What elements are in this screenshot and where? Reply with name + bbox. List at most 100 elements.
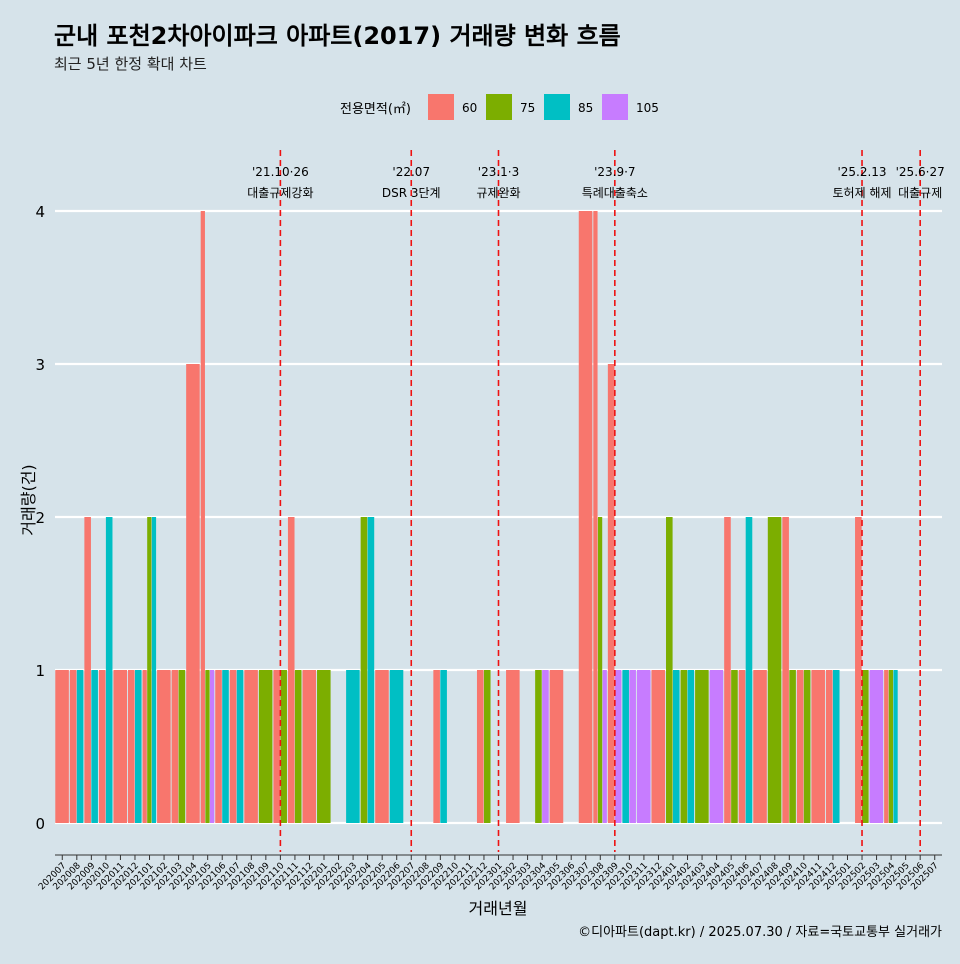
bar-202007-60 xyxy=(55,670,69,823)
bar-202405-60 xyxy=(724,517,731,823)
bar-202310-85 xyxy=(622,670,629,823)
bar-202203-85 xyxy=(346,670,360,823)
event-date-202301: '23.1·3 xyxy=(478,165,519,179)
bar-202404-105 xyxy=(709,670,724,823)
legend-label-60: 60 xyxy=(462,101,477,115)
y-tick-label-0: 0 xyxy=(35,815,45,833)
bar-202009-85 xyxy=(91,670,98,823)
bar-202311-105 xyxy=(636,670,651,823)
bar-202406-85 xyxy=(745,517,753,823)
bar-202106-60 xyxy=(215,670,222,823)
bar-202109-75 xyxy=(258,670,273,823)
bar-202408-75 xyxy=(767,517,782,823)
event-date-202309: '23.9·7 xyxy=(594,165,635,179)
bar-202409-60 xyxy=(782,517,789,823)
bar-202402-85 xyxy=(687,670,695,823)
event-label-202502: 토허제 해제 xyxy=(833,186,892,200)
event-date-202502: '25.2.13 xyxy=(837,165,886,179)
bar-202012-60 xyxy=(127,670,135,823)
event-date-202207: '22.07 xyxy=(392,165,430,179)
y-tick-label-2: 2 xyxy=(35,509,45,527)
bar-202212-75 xyxy=(483,670,491,823)
bar-202110-60 xyxy=(273,670,280,823)
chart-subtitle: 최근 5년 한정 확대 차트 xyxy=(54,55,207,73)
bar-202411-60 xyxy=(811,670,825,823)
bar-202101-60 xyxy=(142,670,147,823)
bar-202110-75 xyxy=(280,670,287,823)
bar-202406-60 xyxy=(738,670,746,823)
bar-202204-85 xyxy=(367,517,375,823)
bar-202302-60 xyxy=(506,670,520,823)
bar-202502-75 xyxy=(862,670,869,823)
bar-202412-85 xyxy=(832,670,840,823)
bar-202504-60 xyxy=(884,670,889,823)
bar-202106-85 xyxy=(222,670,229,823)
bar-202101-85 xyxy=(151,517,157,823)
bar-202103-60 xyxy=(171,670,179,823)
bar-202206-85 xyxy=(389,670,404,823)
bar-202401-75 xyxy=(666,517,673,823)
bar-202309-60 xyxy=(607,364,615,823)
bar-202304-105 xyxy=(542,670,549,823)
bar-202407-60 xyxy=(753,670,767,823)
bar-202403-75 xyxy=(695,670,709,823)
bar-202402-75 xyxy=(680,670,688,823)
event-date-202110: '21.10·26 xyxy=(252,165,309,179)
bar-202102-60 xyxy=(157,670,171,823)
bar-202212-60 xyxy=(476,670,484,823)
bar-202009-60 xyxy=(84,517,91,823)
bar-202504-75 xyxy=(888,670,894,823)
y-tick-label-3: 3 xyxy=(35,356,45,374)
bar-202504-85 xyxy=(893,670,898,823)
bar-202310-105 xyxy=(629,670,636,823)
chart-title: 군내 포천2차아이파크 아파트(2017) 거래량 변화 흐름 xyxy=(54,22,621,50)
bar-202010-60 xyxy=(98,670,106,823)
bar-202305-60 xyxy=(549,670,564,823)
events-layer: '21.10·26 대출규제강화 '22.07 DSR 3단계 '23.1·3 규제완화 '… xyxy=(247,150,945,852)
bar-202011-60 xyxy=(113,670,128,823)
legend-key-105 xyxy=(602,94,628,120)
bar-202410-75 xyxy=(803,670,811,823)
legend-key-85 xyxy=(544,94,570,120)
bar-202312-60 xyxy=(651,670,666,823)
bars-layer xyxy=(55,211,898,823)
event-label-202309: 특례대출축소 xyxy=(582,186,648,200)
bar-202201-75 xyxy=(317,670,331,823)
bar-202104-60 xyxy=(186,364,200,823)
legend-title: 전용면적(㎡) xyxy=(340,102,411,117)
bar-202502-60 xyxy=(855,517,862,823)
bar-202008-60 xyxy=(69,670,77,823)
bar-202204-75 xyxy=(360,517,368,823)
legend-label-105: 105 xyxy=(636,101,659,115)
bar-202412-60 xyxy=(825,670,833,823)
bar-202308-105 xyxy=(602,670,607,823)
bar-202112-60 xyxy=(302,670,317,823)
legend-label-85: 85 xyxy=(578,101,593,115)
event-label-202506: 대출규제 xyxy=(898,186,942,200)
event-label-202301: 규제완화 xyxy=(476,186,520,200)
bar-202309-105 xyxy=(614,670,622,823)
bar-202107-85 xyxy=(236,670,244,823)
y-tick-label-4: 4 xyxy=(35,203,45,221)
legend-key-60 xyxy=(428,94,454,120)
y-axis-title: 거래량(건) xyxy=(19,464,38,535)
legend-key-75 xyxy=(486,94,512,120)
bar-202105-60 xyxy=(200,211,205,823)
bar-202105-105 xyxy=(210,670,215,823)
x-axis-title: 거래년월 xyxy=(469,899,528,918)
bar-202111-60 xyxy=(287,517,295,823)
event-label-202110: 대출규제강화 xyxy=(247,186,313,200)
legend: 전용면적(㎡) 60 75 85 105 xyxy=(340,94,659,120)
event-date-202506: '25.6·27 xyxy=(896,165,945,179)
bar-202108-60 xyxy=(244,670,258,823)
event-label-202207: DSR 3단계 xyxy=(382,186,441,200)
bar-202405-75 xyxy=(731,670,738,823)
bar-202107-60 xyxy=(229,670,237,823)
bar-202409-75 xyxy=(789,670,796,823)
bar-202401-85 xyxy=(672,670,680,823)
bar-202503-105 xyxy=(869,670,884,823)
bar-202008-85 xyxy=(76,670,84,823)
bar-202308-60 xyxy=(593,211,598,823)
